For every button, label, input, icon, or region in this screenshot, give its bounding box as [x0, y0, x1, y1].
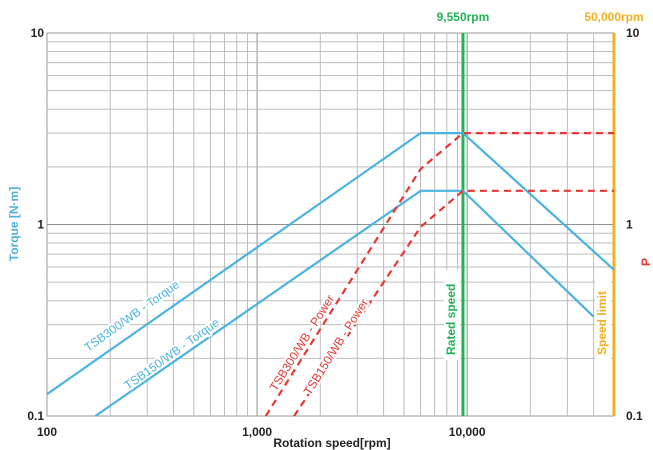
grid: [46, 32, 615, 417]
series-label: TSB300/WB - Torque: [82, 277, 183, 354]
y-right-tick-label: 0.1: [626, 409, 643, 423]
reference-line-top-label: 50,000rpm: [584, 10, 643, 24]
series-label: TSB150/WB - Torque: [122, 315, 223, 392]
reference-lines: 9,550rpm Rated speed 50,000rpm Speed limit: [437, 10, 644, 416]
y-axis-left-title: Torque [N·m]: [7, 187, 21, 261]
y-right-tick-label: 1: [626, 218, 633, 232]
series-label: TSB300/WB - Power: [267, 292, 338, 393]
reference-line-label: Rated speed: [444, 284, 458, 355]
x-tick-label: 100: [37, 425, 57, 439]
series-line: [293, 189, 614, 417]
x-axis-title: Rotation speed[rpm]: [273, 436, 390, 450]
series-lines: [46, 132, 615, 417]
y-right-tick-label: 10: [626, 26, 640, 40]
series-label: TSB150/WB - Power: [301, 296, 372, 397]
x-tick-label: 1,000: [242, 425, 272, 439]
y-left-tick-label: 10: [31, 26, 45, 40]
reference-line-top-label: 9,550rpm: [437, 10, 490, 24]
tick-labels: 100 1,000 10,000 0.1 1 10 0.1 1 10: [27, 26, 643, 439]
y-axis-right-title: P: [639, 258, 653, 266]
series-line: [94, 189, 595, 417]
reference-line-label: Speed limit: [595, 291, 609, 355]
y-left-tick-label: 1: [37, 218, 44, 232]
x-tick-label: 10,000: [449, 425, 486, 439]
reference-line-label-bg: [595, 270, 611, 360]
reference-line-label-bg: [443, 270, 460, 360]
series-line: [264, 132, 614, 417]
y-left-tick-label: 0.1: [27, 409, 44, 423]
series-line: [46, 132, 615, 396]
